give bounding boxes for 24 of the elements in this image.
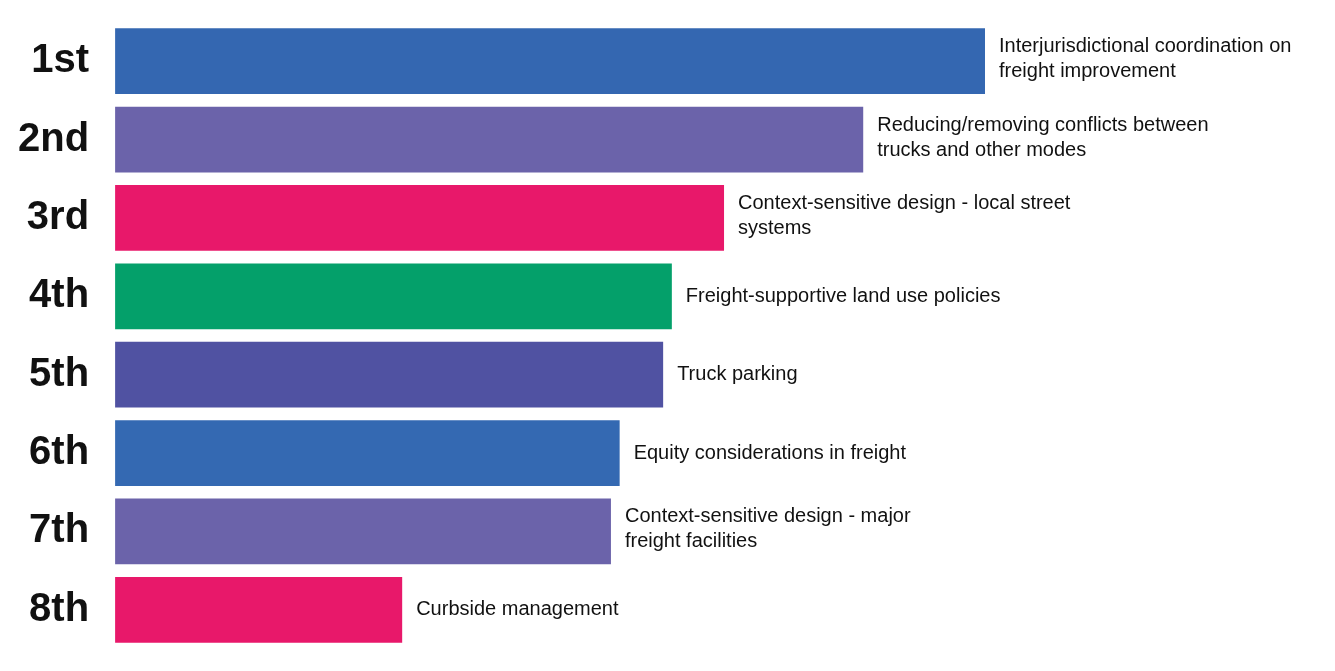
bar (115, 185, 725, 251)
y-tick-label: 3rd (26, 192, 90, 237)
y-tick-label: 8th (29, 584, 90, 629)
y-tick-label: 1st (31, 36, 90, 81)
bar (115, 106, 864, 173)
annotation: Truck parking (677, 362, 798, 385)
annotation: Curbside management (416, 597, 619, 620)
y-tick-label: 7th (29, 506, 90, 551)
annotation: Context-sensitive design - local street systems (738, 190, 1071, 238)
annotation: Equity considerations in freight (633, 440, 907, 463)
bar (115, 341, 664, 408)
y-tick-label: 4th (29, 271, 90, 316)
annotation: Freight-supportive land use policies (685, 283, 1001, 306)
annotation: Interjurisdictional coordination on freight improvement (999, 34, 1292, 82)
y-tick-label: 6th (29, 428, 90, 473)
bar (115, 263, 672, 330)
y-tick-label: 2nd (17, 114, 90, 159)
bar (115, 498, 611, 565)
annotation: Context-sensitive design - major freight facilities (624, 504, 911, 552)
y-tick-label: 5th (29, 349, 90, 394)
bar (115, 420, 620, 486)
bar (115, 576, 403, 643)
bar (115, 28, 985, 95)
annotation: Reducing/removing conflicts between trucks and other modes (877, 112, 1209, 160)
